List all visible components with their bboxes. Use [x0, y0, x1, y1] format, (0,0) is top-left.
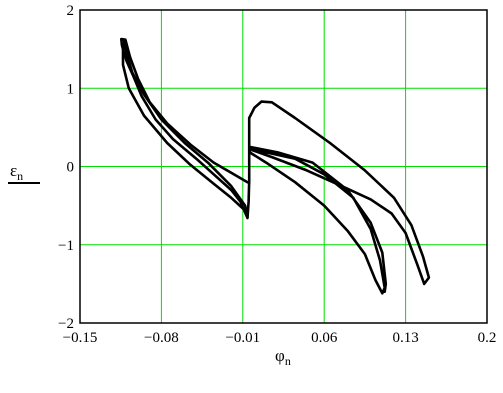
y-tick-label: 2	[67, 3, 75, 19]
y-tick-label: 1	[67, 81, 75, 97]
tick-labels: −0.15 −0.08 −0.01 0.06 0.13 0.2 −2 −1 0 1 2	[58, 3, 496, 346]
series-layer	[120, 37, 431, 295]
x-tick-label: 0.13	[392, 330, 418, 346]
x-tick-label: 0.06	[311, 330, 338, 346]
y-tick-label: −1	[58, 238, 74, 254]
series-line	[121, 40, 249, 217]
y-tick-label: −2	[58, 316, 74, 332]
grid	[80, 10, 487, 323]
x-axis-label: φn	[275, 346, 291, 368]
x-tick-label: 0.2	[478, 330, 497, 346]
y-tick-label: 0	[67, 160, 75, 176]
plot-frame	[79, 9, 488, 324]
y-axis-label: εn	[10, 161, 23, 183]
x-tick-label: −0.08	[144, 330, 179, 346]
x-tick-label: −0.15	[63, 330, 98, 346]
x-tick-label: −0.01	[225, 330, 260, 346]
